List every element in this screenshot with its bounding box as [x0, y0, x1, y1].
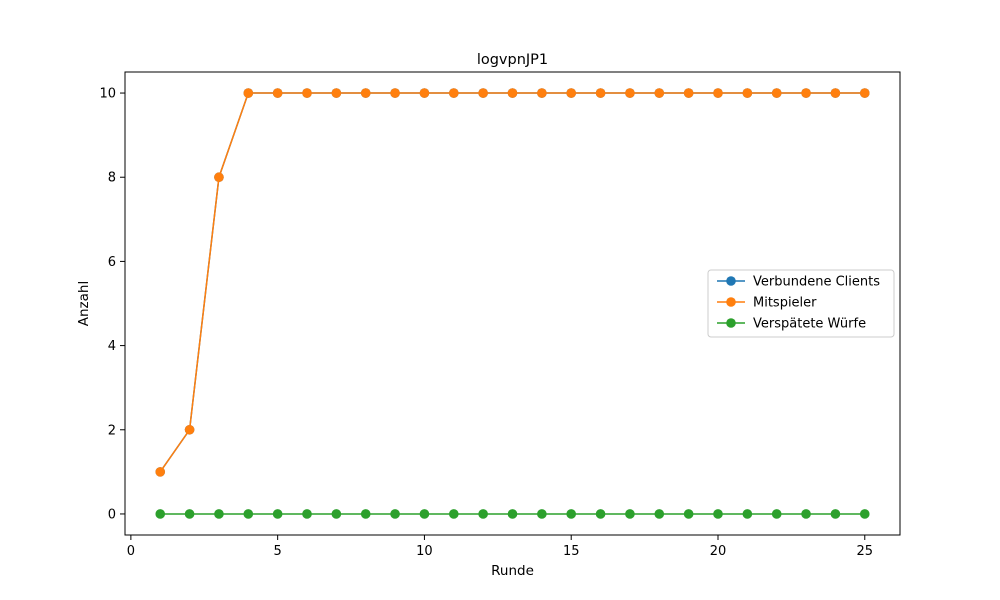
- data-point: [331, 509, 342, 519]
- data-point: [566, 88, 577, 98]
- legend: Verbundene Clients Mitspieler Verspätete W…: [707, 269, 895, 338]
- data-point: [801, 88, 811, 98]
- data-point: [184, 509, 195, 519]
- x-axis: 0 5 10 15 20 25: [127, 535, 873, 559]
- data-point: [478, 88, 488, 98]
- x-tick-label: 25: [856, 544, 873, 559]
- x-axis-label: Runde: [491, 563, 534, 579]
- y-tick-label: 6: [108, 255, 116, 270]
- y-tick-label: 4: [108, 339, 116, 354]
- data-point: [155, 467, 166, 477]
- data-point: [595, 88, 606, 98]
- data-point: [537, 509, 547, 519]
- data-point: [390, 509, 400, 519]
- y-axis-label: Anzahl: [76, 281, 92, 326]
- data-point: [830, 88, 841, 98]
- data-point: [155, 509, 166, 519]
- data-point: [243, 509, 254, 519]
- data-point: [742, 509, 753, 519]
- data-point: [360, 509, 371, 519]
- legend-label: Mitspieler: [753, 296, 817, 311]
- y-tick-label: 0: [108, 507, 116, 522]
- data-point: [448, 509, 459, 519]
- data-point: [859, 88, 870, 98]
- data-point: [771, 88, 782, 98]
- data-point: [507, 509, 518, 519]
- legend-marker: [726, 297, 736, 307]
- data-point: [713, 509, 723, 519]
- legend-label: Verspätete Würfe: [753, 317, 866, 332]
- data-point: [331, 88, 342, 98]
- data-point: [625, 88, 635, 98]
- data-point: [566, 509, 577, 519]
- data-point: [214, 509, 224, 519]
- data-point: [243, 88, 254, 98]
- x-tick-label: 0: [127, 544, 135, 559]
- data-point: [478, 509, 488, 519]
- plot-area: [155, 88, 870, 519]
- data-point: [419, 509, 430, 519]
- data-point: [595, 509, 606, 519]
- x-tick-label: 20: [710, 544, 727, 559]
- data-point: [625, 509, 635, 519]
- data-point: [683, 88, 694, 98]
- data-point: [302, 509, 312, 519]
- data-point: [302, 88, 312, 98]
- data-point: [448, 88, 459, 98]
- data-point: [272, 88, 283, 98]
- data-point: [771, 509, 782, 519]
- data-point: [713, 88, 723, 98]
- x-tick-label: 10: [416, 544, 433, 559]
- data-point: [390, 88, 400, 98]
- legend-marker: [726, 276, 736, 286]
- data-point: [654, 509, 665, 519]
- y-tick-label: 10: [99, 87, 116, 102]
- legend-marker: [726, 318, 736, 328]
- plot-frame: [124, 71, 901, 536]
- data-point: [184, 424, 195, 435]
- data-point: [419, 88, 430, 98]
- data-point: [272, 509, 283, 519]
- chart-title: logvpnJP1: [477, 52, 548, 68]
- x-tick-label: 5: [274, 544, 282, 559]
- y-axis: 0 2 4 6 8 10: [99, 87, 125, 522]
- data-point: [742, 88, 753, 98]
- data-point: [537, 88, 547, 98]
- data-point: [683, 509, 694, 519]
- data-point: [360, 88, 371, 98]
- data-point: [830, 509, 841, 519]
- data-point: [859, 509, 870, 519]
- data-point: [654, 88, 665, 98]
- legend-box: [707, 269, 895, 338]
- data-point: [801, 509, 811, 519]
- x-tick-label: 15: [563, 544, 580, 559]
- data-point: [507, 88, 518, 98]
- legend-label: Verbundene Clients: [753, 275, 880, 290]
- y-tick-label: 8: [108, 171, 116, 186]
- y-tick-label: 2: [108, 423, 116, 438]
- data-point: [214, 172, 224, 183]
